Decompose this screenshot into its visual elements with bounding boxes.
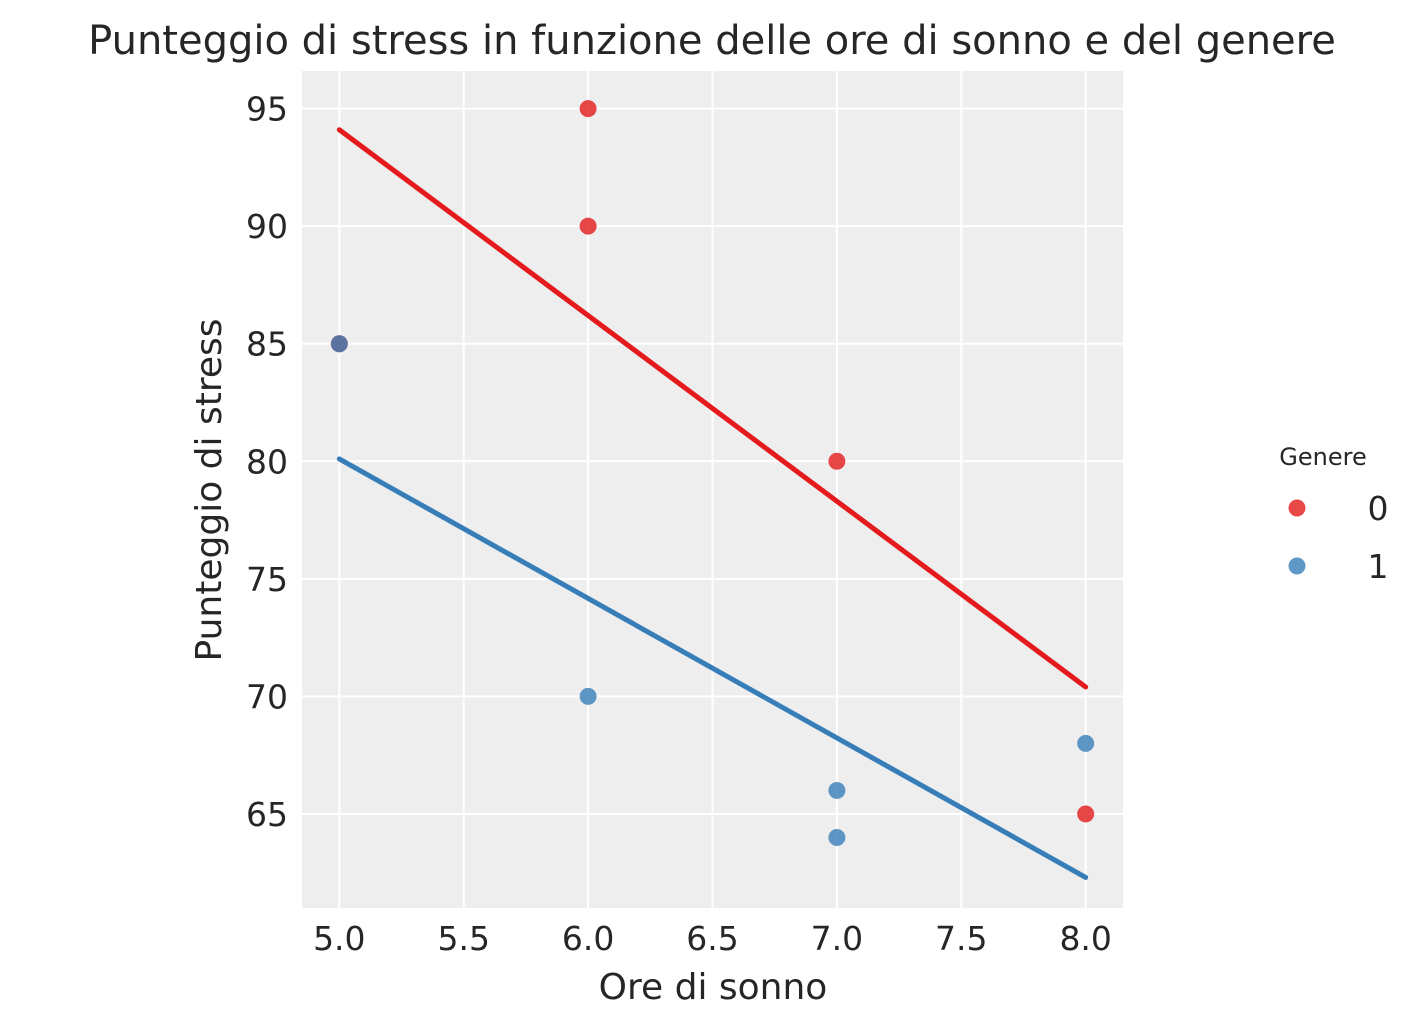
y-axis-label: Punteggio di stress (189, 319, 230, 662)
y-tick-label: 70 (246, 677, 288, 716)
data-point-0 (579, 217, 597, 235)
y-tick-label: 80 (246, 442, 288, 481)
x-axis-label: Ore di sonno (599, 967, 828, 1008)
x-tick-label: 5.5 (437, 919, 489, 958)
grid-lines (302, 71, 1123, 908)
x-tick-label: 8.0 (1059, 919, 1111, 958)
data-points (330, 100, 1095, 846)
data-point-1 (579, 687, 597, 705)
regression-lines (336, 127, 1089, 880)
data-point-1 (330, 335, 348, 353)
data-point-0 (1077, 805, 1095, 823)
data-point-1 (1077, 734, 1095, 752)
legend: Genere 0 1 (1279, 443, 1388, 586)
data-point-1 (828, 828, 846, 846)
y-tick-label: 65 (246, 795, 288, 834)
regression-line-0 (336, 127, 1089, 690)
x-tick-label: 5.0 (313, 919, 365, 958)
chart-title: Punteggio di stress in funzione delle or… (88, 18, 1336, 64)
legend-marker-0 (1288, 499, 1306, 517)
x-tick-label: 6.0 (562, 919, 614, 958)
legend-label-1: 1 (1368, 547, 1389, 586)
y-tick-label: 85 (246, 325, 288, 364)
y-tick-label: 90 (246, 207, 288, 246)
data-point-1 (828, 781, 846, 799)
x-tick-label: 7.5 (935, 919, 987, 958)
x-tick-label: 7.0 (811, 919, 863, 958)
legend-title: Genere (1279, 443, 1366, 471)
y-tick-label: 95 (246, 90, 288, 129)
data-point-0 (828, 452, 846, 470)
legend-marker-1 (1288, 557, 1306, 575)
x-tick-label: 6.5 (686, 919, 738, 958)
data-point-0 (579, 100, 597, 118)
x-axis-ticks: 5.0 5.5 6.0 6.5 7.0 7.5 8.0 (313, 919, 1112, 958)
y-axis-ticks: 65 70 75 80 85 90 95 (246, 90, 288, 834)
y-tick-label: 75 (246, 560, 288, 599)
regression-line-1 (336, 456, 1089, 880)
legend-label-0: 0 (1368, 489, 1389, 528)
